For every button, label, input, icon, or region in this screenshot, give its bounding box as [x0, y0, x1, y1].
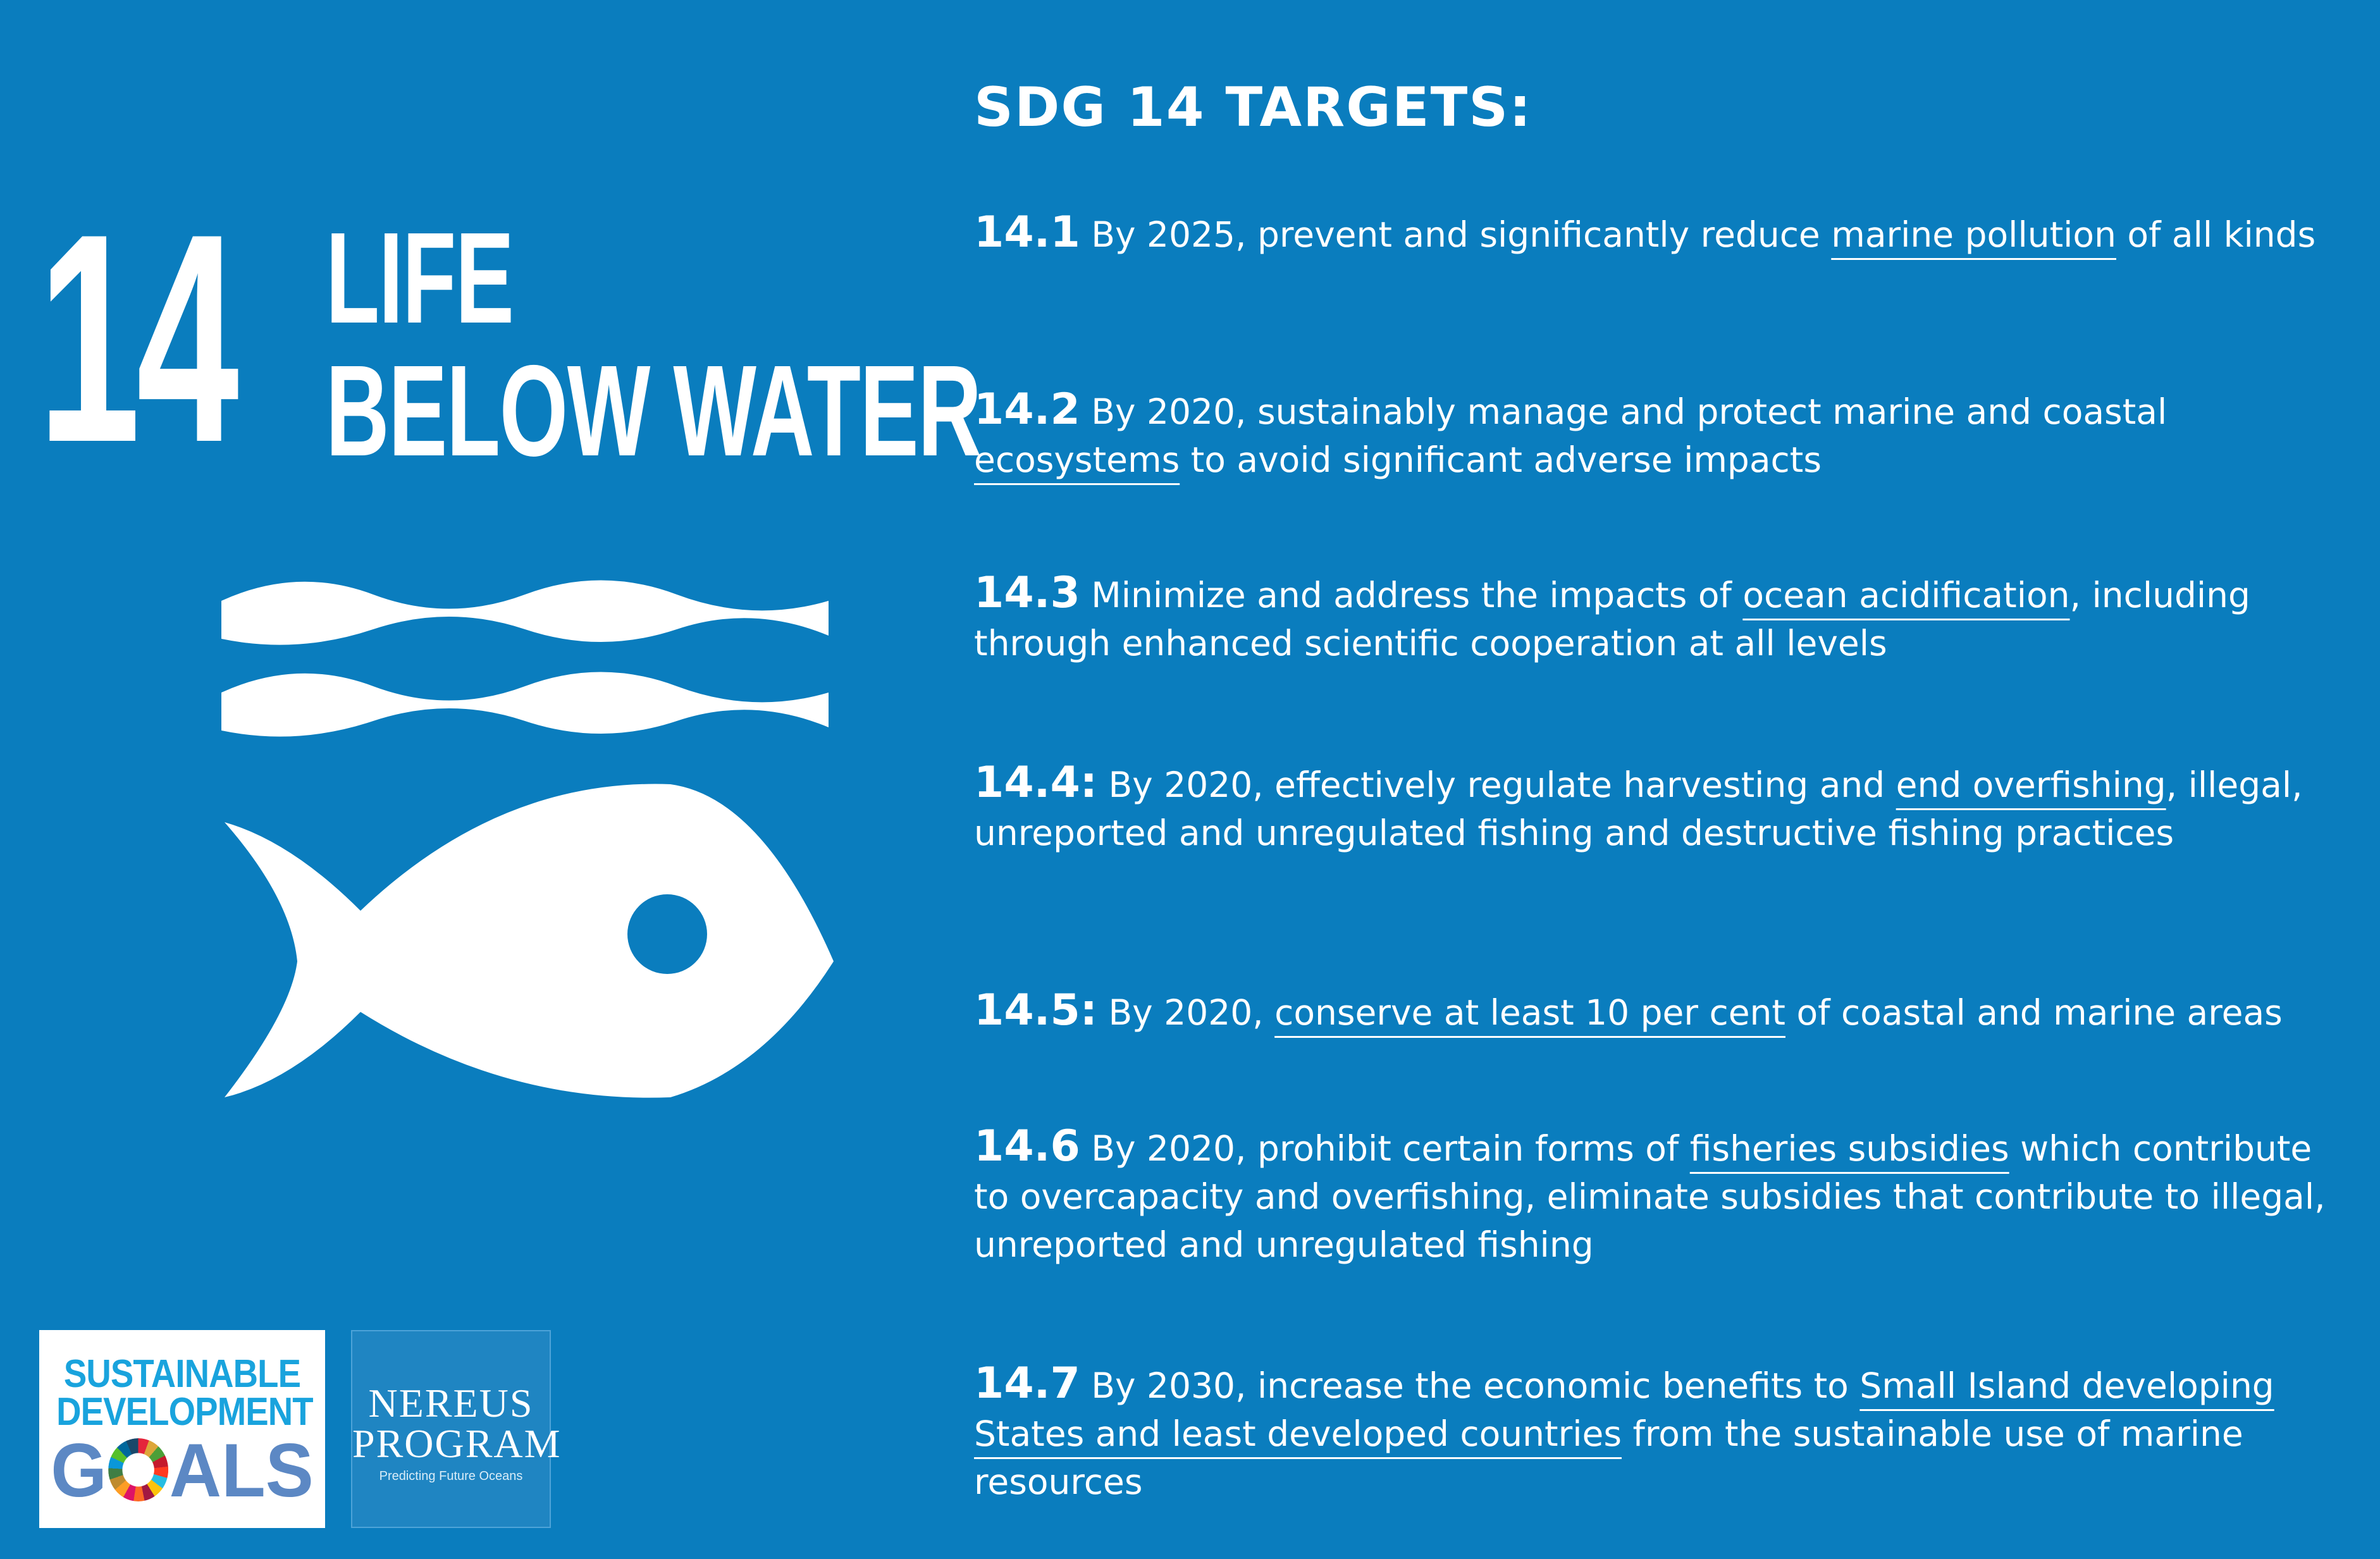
target-text: By 2020,: [1097, 992, 1275, 1033]
target-text: , including through enhanced scientific …: [974, 575, 2250, 663]
target-link-ecosystems[interactable]: ecosystems: [974, 440, 1180, 480]
target-number: 14.5:: [974, 985, 1097, 1035]
goal-number: 14: [38, 172, 239, 504]
target-text: By 2025, prevent and significantly reduc…: [1080, 214, 1832, 255]
target-link-marine-pollution[interactable]: marine pollution: [1831, 214, 2116, 255]
target-14-6: 14.6 By 2020, prohibit certain forms of …: [974, 1123, 2334, 1269]
nereus-logo-line1: NEREUS: [368, 1381, 534, 1426]
sdg-logo-line1: SUSTAINABLE: [63, 1352, 301, 1396]
target-number: 14.6: [974, 1121, 1080, 1171]
target-text: from the sustainable use of marine resou…: [974, 1414, 2243, 1502]
target-text: of coastal and marine areas: [1785, 992, 2283, 1033]
target-text: By 2030, increase the economic benefits …: [1080, 1365, 1860, 1406]
target-14-3: 14.3 Minimize and address the impacts of…: [974, 569, 2334, 667]
target-14-1: 14.1 By 2025, prevent and significantly …: [974, 209, 2334, 259]
target-14-4: 14.4: By 2020, effectively regulate harv…: [974, 759, 2334, 857]
nereus-tagline: Predicting Future Oceans: [379, 1469, 523, 1483]
target-text: Minimize and address the impacts of: [1080, 575, 1743, 615]
target-number: 14.2: [974, 385, 1080, 434]
target-14-5: 14.5: By 2020, conserve at least 10 per …: [974, 987, 2334, 1037]
target-link-conserve[interactable]: conserve at least 10 per cent: [1274, 992, 1785, 1033]
target-text: , illegal, unreported and unregulated fi…: [974, 765, 2303, 853]
target-text: By 2020, effectively regulate harvesting…: [1097, 765, 1896, 805]
target-text: By 2020, prohibit certain forms of: [1080, 1128, 1690, 1169]
target-link-fisheries-subsidies[interactable]: fisheries subsidies: [1689, 1128, 2009, 1169]
sdg-logo-g: G: [51, 1428, 107, 1513]
sdg-logo-als: ALS: [169, 1428, 314, 1513]
waves-icon: [221, 580, 829, 737]
target-14-2: 14.2 By 2020, sustainably manage and pro…: [974, 386, 2334, 484]
target-link-small-island-states[interactable]: Small Island developing States and least…: [974, 1365, 2274, 1454]
sdg-logo-line2: DEVELOPMENT: [56, 1390, 314, 1434]
goal-title-line2: BELOW WATER: [326, 338, 982, 483]
targets-heading: SDG 14 TARGETS:: [974, 76, 1532, 139]
fish-eye-icon: [627, 894, 707, 974]
sdg-wheel-icon: [108, 1438, 168, 1501]
target-number: 14.4:: [974, 758, 1097, 808]
target-number: 14.1: [974, 207, 1080, 257]
target-link-ocean-acidification[interactable]: ocean acidification: [1742, 575, 2070, 615]
waves-fish-icon: [221, 580, 834, 1098]
target-text: of all kinds: [2116, 214, 2316, 255]
nereus-logo: NEREUS PROGRAM Predicting Future Oceans: [351, 1330, 562, 1528]
nereus-logo-line2: PROGRAM: [352, 1421, 562, 1466]
target-number: 14.7: [974, 1359, 1080, 1408]
goal-title: LIFE BELOW WATER: [326, 206, 982, 483]
target-number: 14.3: [974, 568, 1080, 618]
target-text: which contribute to overcapacity and ove…: [974, 1128, 2326, 1265]
target-text: By 2020, sustainably manage and protect …: [1080, 391, 2167, 432]
fish-icon: [225, 784, 834, 1098]
target-14-7: 14.7 By 2030, increase the economic bene…: [974, 1360, 2334, 1506]
goal-title-line1: LIFE: [326, 206, 514, 350]
target-link-end-overfishing[interactable]: end overfishing: [1896, 765, 2166, 805]
sdg-logo: SUSTAINABLE DEVELOPMENT G ALS: [39, 1330, 325, 1528]
target-text: to avoid significant adverse impacts: [1180, 440, 1822, 480]
